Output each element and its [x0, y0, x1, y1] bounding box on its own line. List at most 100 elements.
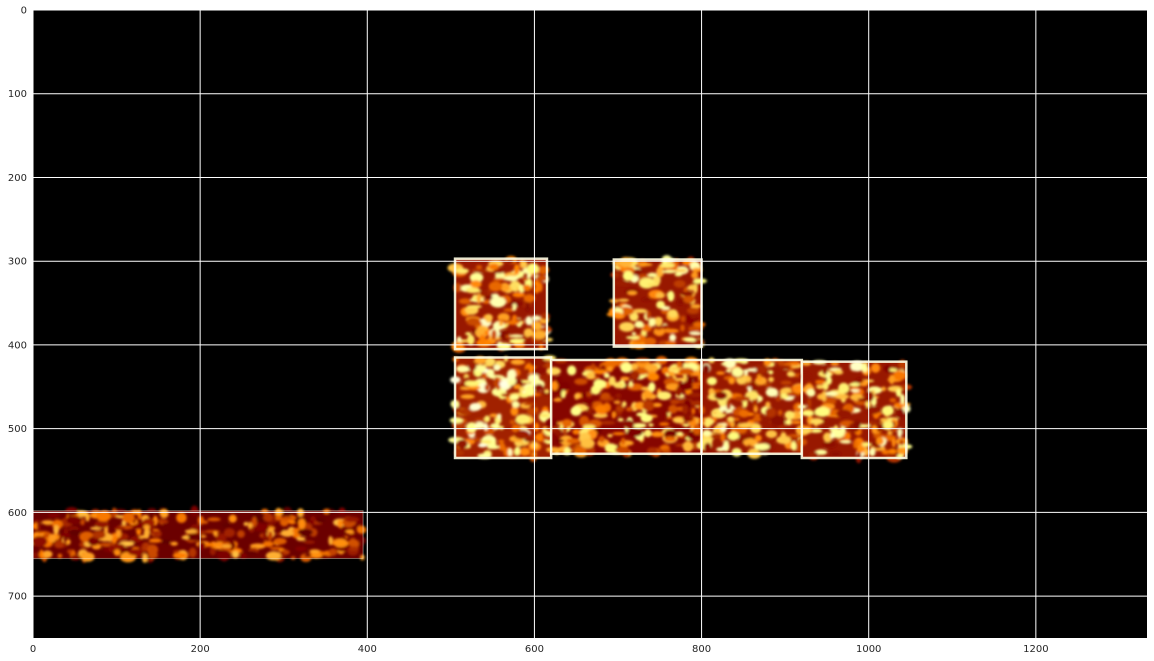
heat-blob	[170, 541, 178, 546]
heat-blob	[491, 329, 497, 340]
heat-blob	[507, 320, 520, 325]
heat-blob	[828, 427, 836, 432]
heat-blob	[674, 377, 689, 381]
heat-blob	[303, 540, 316, 544]
heat-blob	[296, 536, 306, 541]
heat-blob	[475, 327, 488, 339]
heat-blob	[574, 393, 580, 400]
heat-blob	[617, 418, 624, 422]
heat-blob	[466, 317, 481, 326]
heat-blob	[716, 371, 725, 375]
heat-blob	[624, 419, 635, 429]
heat-regions	[33, 255, 913, 563]
heat-blob	[483, 423, 489, 431]
heat-blob	[198, 541, 206, 550]
heat-blob	[891, 438, 896, 448]
heat-blob	[94, 520, 110, 529]
heat-blob	[720, 431, 726, 443]
heat-blob	[275, 515, 282, 521]
heat-blob	[475, 265, 483, 269]
x-tick-label: 600	[525, 644, 544, 655]
heat-blob	[665, 429, 677, 438]
heat-blob	[512, 303, 517, 311]
heat-blob	[655, 292, 665, 299]
heat-blob	[625, 407, 634, 412]
heat-blob	[561, 390, 566, 399]
heat-blob	[814, 406, 830, 417]
heat-blob	[143, 524, 150, 530]
axis-ticks: 0 200 400 600 800 1000 1200 0 100 200 300 400 500 600…	[8, 6, 1049, 656]
heat-blob	[454, 449, 465, 456]
heat-blob	[727, 416, 734, 423]
heat-blob	[731, 429, 736, 433]
heat-blob	[449, 417, 463, 424]
heat-blob	[768, 370, 774, 375]
heat-blob	[141, 553, 148, 563]
y-tick-label: 0	[21, 6, 27, 17]
heat-blob	[526, 407, 538, 416]
heat-blob	[676, 360, 682, 369]
heat-blob	[531, 321, 542, 331]
heat-blob	[765, 430, 778, 439]
x-tick-label: 800	[692, 644, 711, 655]
heat-blob	[753, 405, 758, 413]
heat-blob	[629, 312, 639, 322]
heat-blob	[538, 413, 551, 418]
heat-blob	[509, 338, 525, 344]
heat-blob	[518, 284, 525, 293]
heat-blob	[591, 363, 596, 370]
heat-blob	[637, 262, 653, 267]
heat-blob	[662, 269, 677, 274]
heat-blob	[641, 324, 653, 332]
heat-blob	[172, 552, 188, 559]
heat-blob	[662, 324, 670, 330]
heat-blob	[555, 430, 561, 437]
heat-blob	[519, 447, 531, 456]
heat-blob	[509, 419, 516, 425]
heat-blob	[615, 404, 625, 413]
heat-blob	[675, 269, 688, 273]
heat-blob	[861, 363, 868, 373]
heat-blob	[634, 320, 644, 329]
heat-blob	[489, 413, 499, 418]
heat-blob	[514, 430, 530, 440]
x-tick-label: 1200	[1023, 644, 1048, 655]
heat-blob	[110, 532, 118, 544]
heat-blob	[524, 368, 530, 374]
heat-blob	[65, 507, 79, 516]
heat-region	[606, 255, 707, 350]
heat-blob	[881, 449, 890, 455]
heat-blob	[514, 446, 521, 456]
heat-blob	[337, 519, 343, 529]
heat-blob	[550, 380, 559, 391]
heat-blob	[503, 308, 516, 312]
heat-blob	[631, 422, 647, 429]
heat-blob	[768, 376, 774, 383]
heat-blob	[42, 550, 53, 559]
heat-blob	[498, 439, 505, 444]
heat-blob	[477, 443, 488, 448]
heat-blob	[896, 408, 905, 419]
heat-blob	[744, 381, 749, 389]
heat-blob	[728, 377, 735, 385]
heat-blob	[485, 313, 493, 323]
heat-blob	[692, 424, 702, 436]
heat-blob	[893, 370, 907, 381]
y-tick-label: 300	[8, 257, 27, 268]
heat-blob	[114, 526, 126, 531]
heat-blob	[176, 512, 187, 523]
heat-blob	[678, 367, 695, 375]
heat-blob	[765, 383, 772, 389]
heat-blob	[574, 378, 588, 385]
heat-blob	[507, 448, 513, 457]
heat-blob	[659, 445, 670, 449]
heat-blob	[686, 307, 700, 314]
heat-blob	[527, 263, 539, 274]
heat-blob	[504, 275, 519, 282]
heat-blob	[469, 402, 482, 412]
heat-blob	[702, 429, 712, 437]
heat-blob	[763, 417, 769, 423]
heat-blob	[754, 434, 762, 442]
heat-blob	[776, 435, 791, 445]
heat-blob	[532, 315, 541, 321]
